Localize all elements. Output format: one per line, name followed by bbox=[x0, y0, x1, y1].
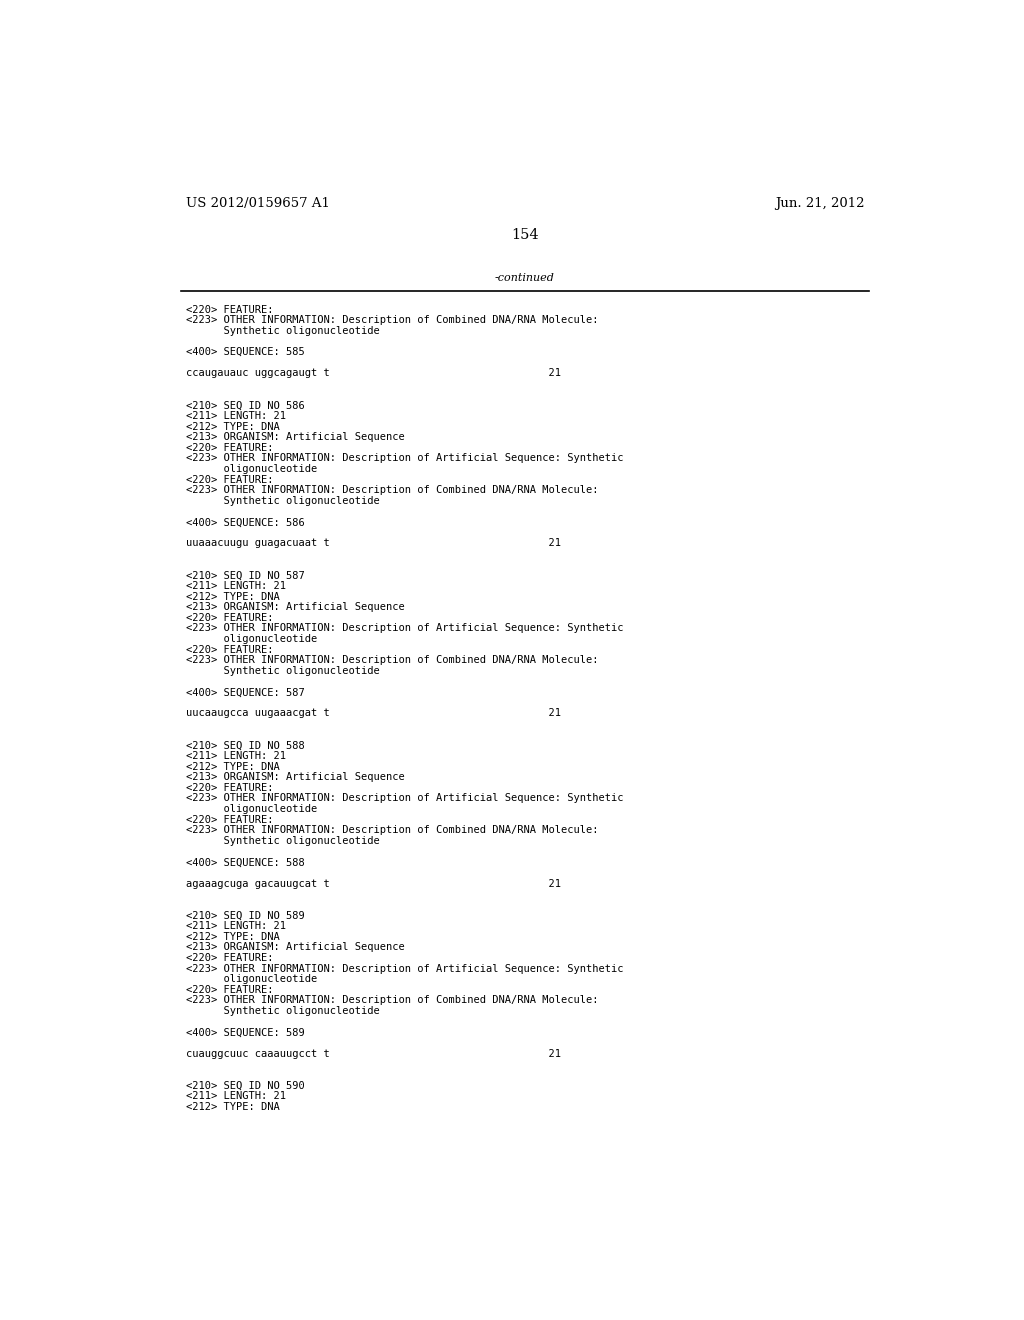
Text: <213> ORGANISM: Artificial Sequence: <213> ORGANISM: Artificial Sequence bbox=[186, 772, 404, 783]
Text: US 2012/0159657 A1: US 2012/0159657 A1 bbox=[186, 197, 330, 210]
Text: <211> LENGTH: 21: <211> LENGTH: 21 bbox=[186, 581, 286, 591]
Text: <210> SEQ ID NO 587: <210> SEQ ID NO 587 bbox=[186, 570, 305, 581]
Text: Synthetic oligonucleotide: Synthetic oligonucleotide bbox=[186, 667, 380, 676]
Text: <213> ORGANISM: Artificial Sequence: <213> ORGANISM: Artificial Sequence bbox=[186, 602, 404, 612]
Text: <223> OTHER INFORMATION: Description of Combined DNA/RNA Molecule:: <223> OTHER INFORMATION: Description of … bbox=[186, 825, 599, 836]
Text: <212> TYPE: DNA: <212> TYPE: DNA bbox=[186, 421, 280, 432]
Text: <220> FEATURE:: <220> FEATURE: bbox=[186, 814, 273, 825]
Text: <400> SEQUENCE: 585: <400> SEQUENCE: 585 bbox=[186, 347, 305, 358]
Text: uuaaacuugu guagacuaat t                                   21: uuaaacuugu guagacuaat t 21 bbox=[186, 539, 561, 549]
Text: oligonucleotide: oligonucleotide bbox=[186, 804, 317, 814]
Text: ccaugauauc uggcagaugt t                                   21: ccaugauauc uggcagaugt t 21 bbox=[186, 368, 561, 379]
Text: <400> SEQUENCE: 588: <400> SEQUENCE: 588 bbox=[186, 857, 305, 867]
Text: <210> SEQ ID NO 586: <210> SEQ ID NO 586 bbox=[186, 400, 305, 411]
Text: <213> ORGANISM: Artificial Sequence: <213> ORGANISM: Artificial Sequence bbox=[186, 432, 404, 442]
Text: oligonucleotide: oligonucleotide bbox=[186, 974, 317, 985]
Text: Synthetic oligonucleotide: Synthetic oligonucleotide bbox=[186, 326, 380, 337]
Text: <212> TYPE: DNA: <212> TYPE: DNA bbox=[186, 762, 280, 772]
Text: oligonucleotide: oligonucleotide bbox=[186, 465, 317, 474]
Text: uucaaugcca uugaaacgat t                                   21: uucaaugcca uugaaacgat t 21 bbox=[186, 709, 561, 718]
Text: <223> OTHER INFORMATION: Description of Artificial Sequence: Synthetic: <223> OTHER INFORMATION: Description of … bbox=[186, 964, 624, 974]
Text: <212> TYPE: DNA: <212> TYPE: DNA bbox=[186, 932, 280, 941]
Text: <210> SEQ ID NO 590: <210> SEQ ID NO 590 bbox=[186, 1080, 305, 1090]
Text: <220> FEATURE:: <220> FEATURE: bbox=[186, 475, 273, 484]
Text: agaaagcuga gacauugcat t                                   21: agaaagcuga gacauugcat t 21 bbox=[186, 879, 561, 888]
Text: <213> ORGANISM: Artificial Sequence: <213> ORGANISM: Artificial Sequence bbox=[186, 942, 404, 952]
Text: <223> OTHER INFORMATION: Description of Combined DNA/RNA Molecule:: <223> OTHER INFORMATION: Description of … bbox=[186, 995, 599, 1006]
Text: <223> OTHER INFORMATION: Description of Combined DNA/RNA Molecule:: <223> OTHER INFORMATION: Description of … bbox=[186, 486, 599, 495]
Text: Jun. 21, 2012: Jun. 21, 2012 bbox=[775, 197, 864, 210]
Text: 154: 154 bbox=[511, 228, 539, 243]
Text: <220> FEATURE:: <220> FEATURE: bbox=[186, 985, 273, 995]
Text: <223> OTHER INFORMATION: Description of Combined DNA/RNA Molecule:: <223> OTHER INFORMATION: Description of … bbox=[186, 315, 599, 325]
Text: <212> TYPE: DNA: <212> TYPE: DNA bbox=[186, 591, 280, 602]
Text: <210> SEQ ID NO 588: <210> SEQ ID NO 588 bbox=[186, 741, 305, 750]
Text: <223> OTHER INFORMATION: Description of Combined DNA/RNA Molecule:: <223> OTHER INFORMATION: Description of … bbox=[186, 655, 599, 665]
Text: <223> OTHER INFORMATION: Description of Artificial Sequence: Synthetic: <223> OTHER INFORMATION: Description of … bbox=[186, 454, 624, 463]
Text: Synthetic oligonucleotide: Synthetic oligonucleotide bbox=[186, 496, 380, 506]
Text: <220> FEATURE:: <220> FEATURE: bbox=[186, 612, 273, 623]
Text: <220> FEATURE:: <220> FEATURE: bbox=[186, 305, 273, 314]
Text: <400> SEQUENCE: 587: <400> SEQUENCE: 587 bbox=[186, 688, 305, 697]
Text: Synthetic oligonucleotide: Synthetic oligonucleotide bbox=[186, 836, 380, 846]
Text: <220> FEATURE:: <220> FEATURE: bbox=[186, 953, 273, 962]
Text: cuauggcuuc caaauugcct t                                   21: cuauggcuuc caaauugcct t 21 bbox=[186, 1048, 561, 1059]
Text: <210> SEQ ID NO 589: <210> SEQ ID NO 589 bbox=[186, 911, 305, 920]
Text: <220> FEATURE:: <220> FEATURE: bbox=[186, 442, 273, 453]
Text: <211> LENGTH: 21: <211> LENGTH: 21 bbox=[186, 411, 286, 421]
Text: <211> LENGTH: 21: <211> LENGTH: 21 bbox=[186, 751, 286, 762]
Text: Synthetic oligonucleotide: Synthetic oligonucleotide bbox=[186, 1006, 380, 1016]
Text: <400> SEQUENCE: 586: <400> SEQUENCE: 586 bbox=[186, 517, 305, 527]
Text: <211> LENGTH: 21: <211> LENGTH: 21 bbox=[186, 1092, 286, 1101]
Text: <212> TYPE: DNA: <212> TYPE: DNA bbox=[186, 1102, 280, 1111]
Text: -continued: -continued bbox=[495, 273, 555, 282]
Text: <223> OTHER INFORMATION: Description of Artificial Sequence: Synthetic: <223> OTHER INFORMATION: Description of … bbox=[186, 793, 624, 804]
Text: <211> LENGTH: 21: <211> LENGTH: 21 bbox=[186, 921, 286, 931]
Text: oligonucleotide: oligonucleotide bbox=[186, 634, 317, 644]
Text: <220> FEATURE:: <220> FEATURE: bbox=[186, 783, 273, 793]
Text: <223> OTHER INFORMATION: Description of Artificial Sequence: Synthetic: <223> OTHER INFORMATION: Description of … bbox=[186, 623, 624, 634]
Text: <220> FEATURE:: <220> FEATURE: bbox=[186, 644, 273, 655]
Text: <400> SEQUENCE: 589: <400> SEQUENCE: 589 bbox=[186, 1027, 305, 1038]
